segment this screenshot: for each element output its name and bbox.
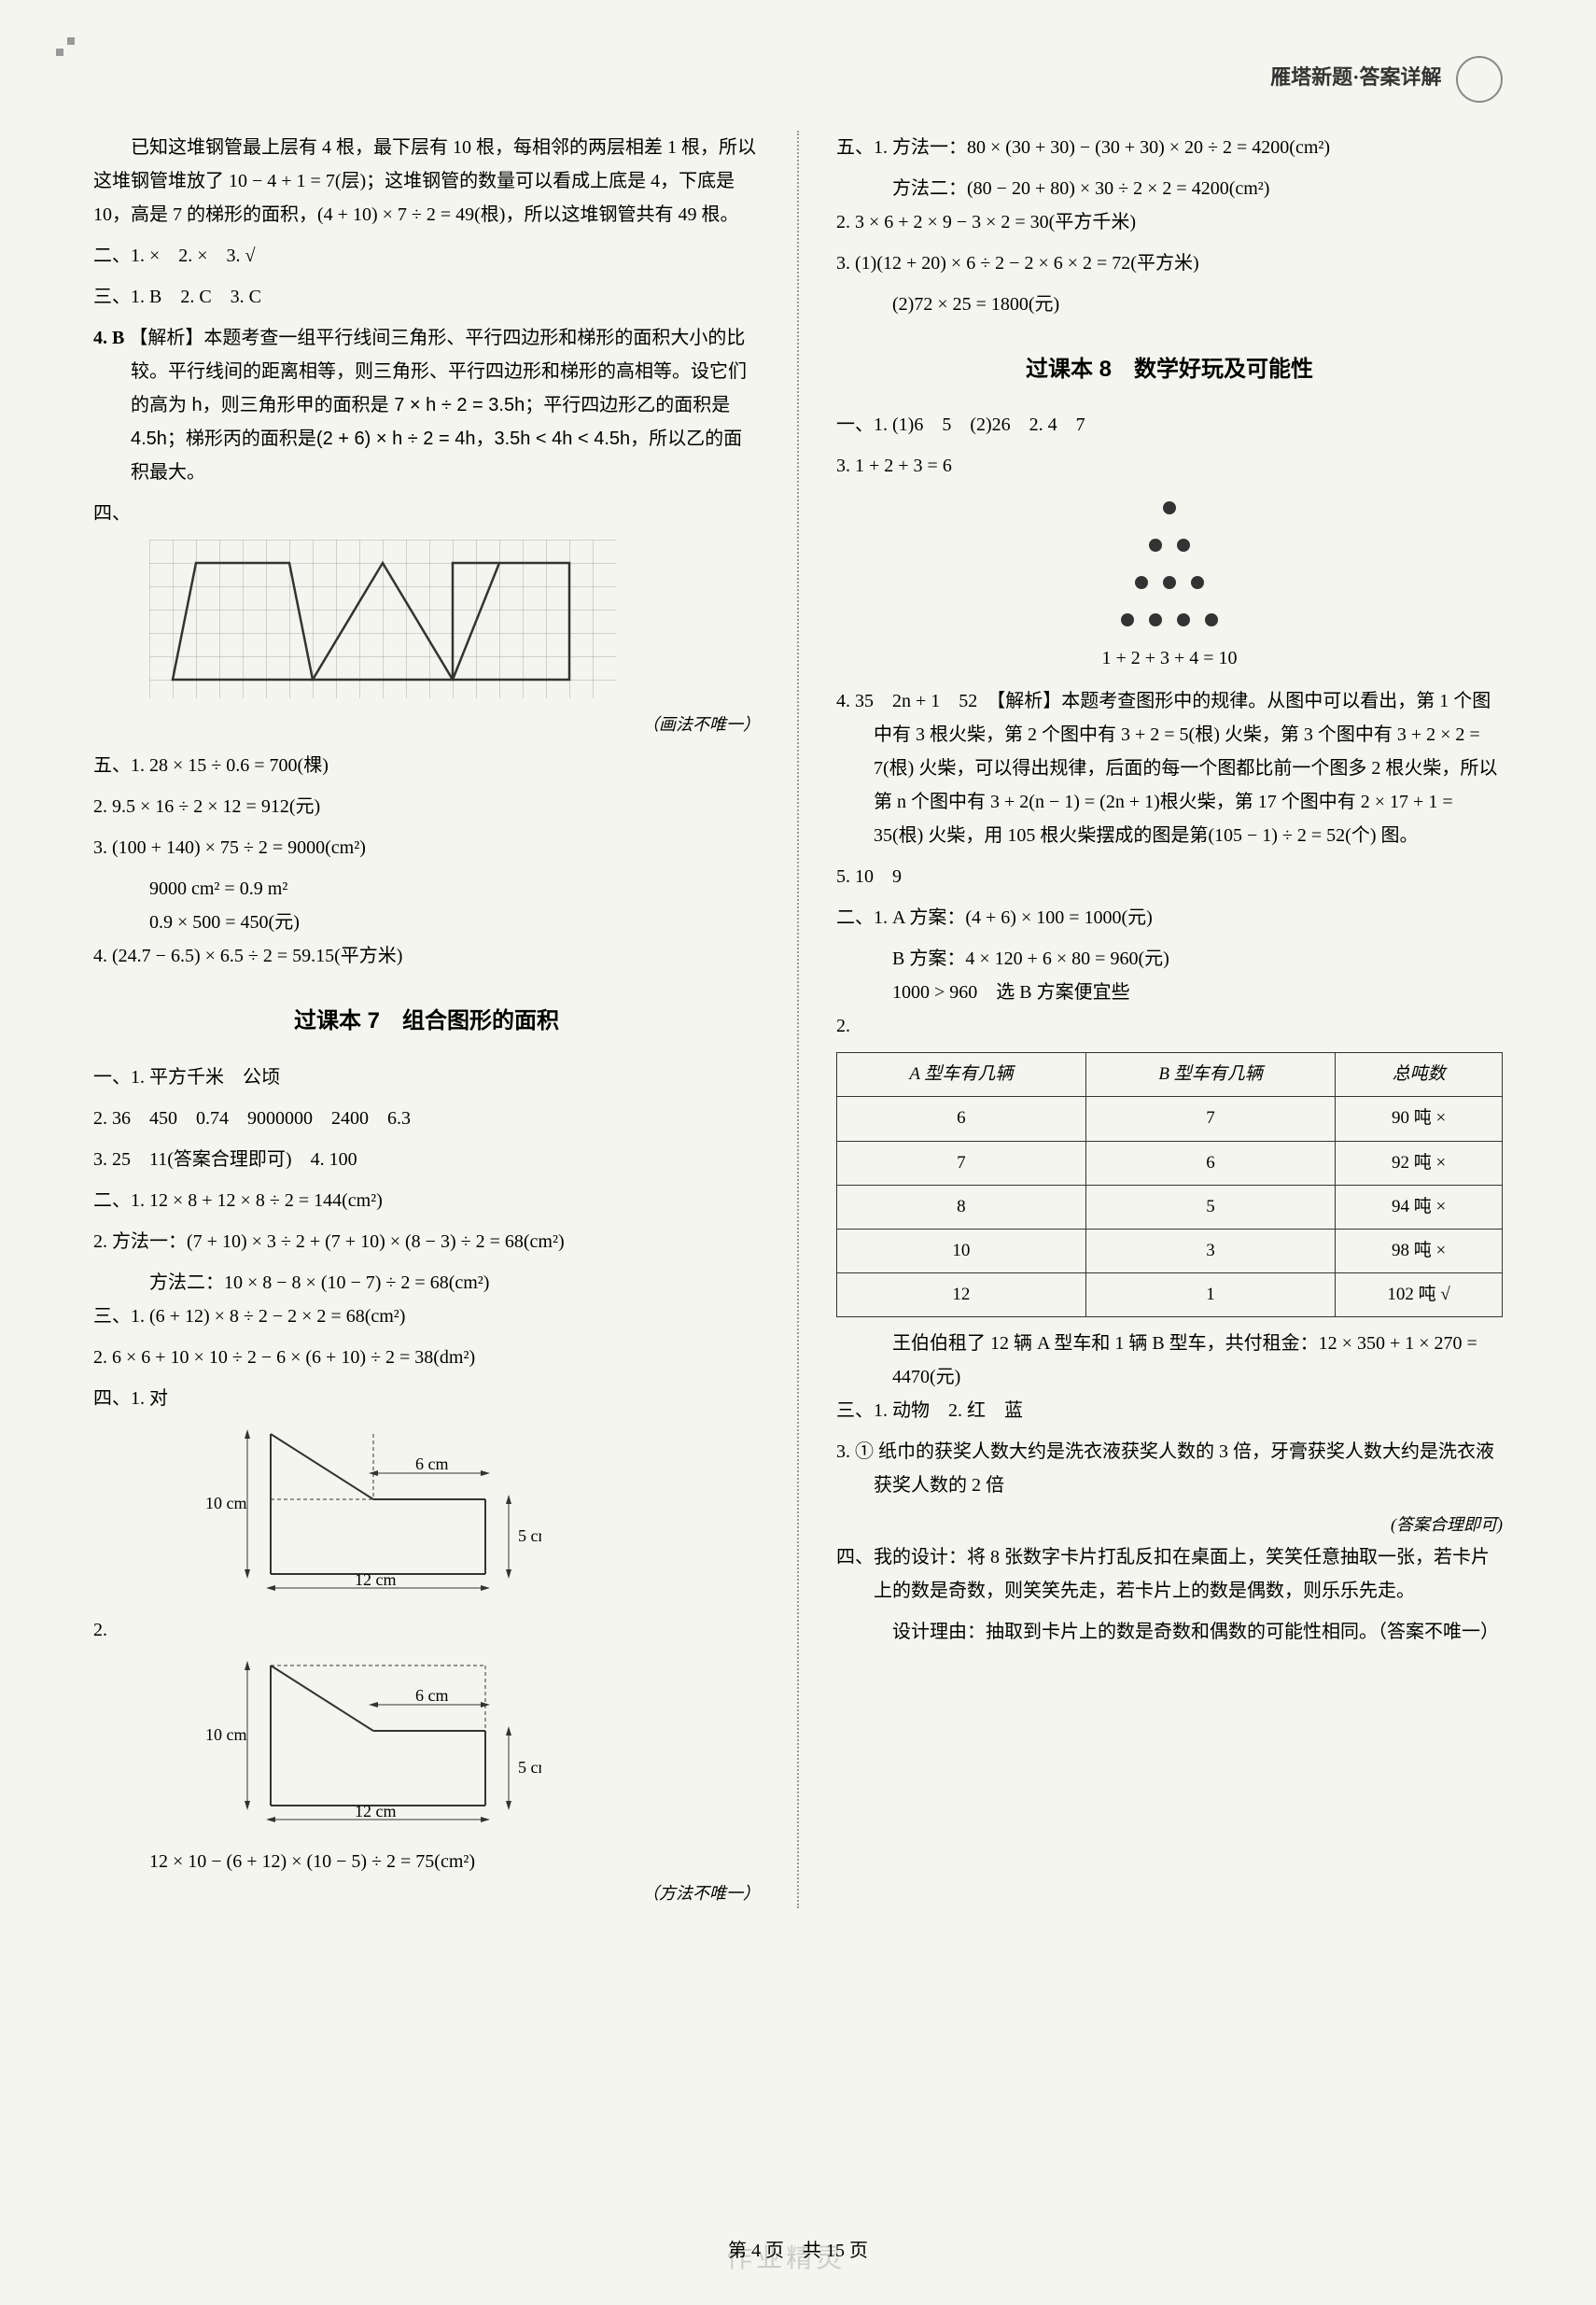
table-cell: 6	[837, 1097, 1086, 1141]
table-cell: 12	[837, 1273, 1086, 1317]
table-cell: 1	[1085, 1273, 1335, 1317]
table-cell: 5	[1085, 1185, 1335, 1229]
label-10cm-2: 10 cm	[205, 1725, 247, 1744]
sec5-3c: 0.9 × 500 = 450(元)	[93, 906, 760, 939]
sec5-4: 4. (24.7 − 6.5) × 6.5 ÷ 2 = 59.15(平方米)	[93, 939, 760, 973]
s7-1-3: 3. 25 11(答案合理即可) 4. 100	[93, 1143, 760, 1176]
dot-pyramid: 1 + 2 + 3 + 4 = 10	[836, 492, 1503, 675]
table-header-row: A 型车有几辆 B 型车有几辆 总吨数	[837, 1053, 1503, 1097]
section-3-item4: 4. B 【解析】本题考查一组平行线间三角形、平行四边形和梯形的面积大小的比较。…	[93, 321, 760, 489]
r-sec5-3a: 3. (1)(12 + 20) × 6 ÷ 2 − 2 × 6 × 2 = 72…	[836, 246, 1503, 280]
header-badge-icon	[1456, 56, 1503, 103]
s8-1-1: 一、1. (1)6 5 (2)26 2. 4 7	[836, 408, 1503, 442]
dot-row-2	[836, 529, 1503, 563]
intro-paragraph: 已知这堆钢管最上层有 4 根，最下层有 10 根，每相邻的两层相差 1 根，所以…	[93, 131, 760, 232]
label-12cm: 12 cm	[355, 1570, 397, 1589]
left-column: 已知这堆钢管最上层有 4 根，最下层有 10 根，每相邻的两层相差 1 根，所以…	[93, 131, 760, 1908]
column-divider	[797, 131, 799, 1908]
s7-1-1: 一、1. 平方千米 公顷	[93, 1061, 760, 1094]
table-header-total: 总吨数	[1336, 1053, 1503, 1097]
table-row: 8 5 94 吨 ×	[837, 1185, 1503, 1229]
s8-2-1a: 二、1. A 方案：(4 + 6) × 100 = 1000(元)	[836, 901, 1503, 935]
s8-2-2: 2.	[836, 1009, 1503, 1043]
s8-3-3-note: (答案合理即可)	[836, 1510, 1503, 1539]
r-sec5-1b: 方法二：(80 − 20 + 80) × 30 ÷ 2 × 2 = 4200(c…	[836, 172, 1503, 205]
s7-2-2b: 方法二：10 × 8 − 8 × (10 − 7) ÷ 2 = 68(cm²)	[93, 1266, 760, 1300]
s7-4-2: 2.	[93, 1613, 760, 1647]
table-row: 6 7 90 吨 ×	[837, 1097, 1503, 1141]
analysis-text: 【解析】本题考查一组平行线间三角形、平行四边形和梯形的面积大小的比较。平行线间的…	[129, 328, 747, 483]
s7-2-2a: 2. 方法一：(7 + 10) × 3 ÷ 2 + (7 + 10) × (8 …	[93, 1225, 760, 1258]
table-header-b: B 型车有几辆	[1085, 1053, 1335, 1097]
dot-row-4	[836, 604, 1503, 638]
label-10cm: 10 cm	[205, 1494, 247, 1512]
table-cell: 6	[1085, 1141, 1335, 1185]
section-4-label: 四、	[93, 497, 760, 530]
table-cell: 7	[837, 1141, 1086, 1185]
s8-3-1: 三、1. 动物 2. 红 蓝	[836, 1394, 1503, 1427]
table-cell: 94 吨 ×	[1336, 1185, 1503, 1229]
sec5-1: 五、1. 28 × 15 ÷ 0.6 = 700(棵)	[93, 749, 760, 782]
label-12cm-2: 12 cm	[355, 1802, 397, 1820]
table-cell: 3	[1085, 1229, 1335, 1272]
s8-4b: 设计理由：抽取到卡片上的数是奇数和偶数的可能性相同。（答案不唯一）	[836, 1615, 1503, 1649]
s7-2-1: 二、1. 12 × 8 + 12 × 8 ÷ 2 = 144(cm²)	[93, 1184, 760, 1217]
r-sec5-3b: (2)72 × 25 = 1800(元)	[836, 288, 1503, 321]
geometry-diagram-2: 6 cm 5 cm 10 cm 12 cm	[205, 1656, 760, 1835]
table-row: 12 1 102 吨 √	[837, 1273, 1503, 1317]
s8-1-3: 3. 1 + 2 + 3 = 6	[836, 449, 1503, 483]
section-8-title: 过课本 8 数学好玩及可能性	[836, 349, 1503, 389]
section-2: 二、1. × 2. × 3. √	[93, 239, 760, 273]
s7-4-eq: 12 × 10 − (6 + 12) × (10 − 5) ÷ 2 = 75(c…	[93, 1845, 760, 1878]
dot-equation: 1 + 2 + 3 + 4 = 10	[836, 641, 1503, 675]
label-6cm-2: 6 cm	[415, 1686, 449, 1705]
grid-shapes-diagram: （画法不唯一）	[149, 540, 760, 739]
s8-3-3: 3. ① 纸巾的获奖人数大约是洗衣液获奖人数的 3 倍，牙膏获奖人数大约是洗衣液…	[836, 1435, 1503, 1502]
vehicle-table: A 型车有几辆 B 型车有几辆 总吨数 6 7 90 吨 × 7 6 92 吨 …	[836, 1052, 1503, 1317]
table-row: 7 6 92 吨 ×	[837, 1141, 1503, 1185]
table-cell: 90 吨 ×	[1336, 1097, 1503, 1141]
s8-1-4: 4. 35 2n + 1 52 【解析】本题考查图形中的规律。从图中可以看出，第…	[836, 684, 1503, 852]
page-footer: 第 4 页 共 15 页	[0, 2234, 1596, 2268]
table-cell: 7	[1085, 1097, 1335, 1141]
table-cell: 102 吨 √	[1336, 1273, 1503, 1317]
section-3-line1: 三、1. B 2. C 3. C	[93, 280, 760, 314]
section-7-title: 过课本 7 组合图形的面积	[93, 1001, 760, 1041]
s7-1-2: 2. 36 450 0.74 9000000 2400 6.3	[93, 1102, 760, 1135]
s7-3-2: 2. 6 × 6 + 10 × 10 ÷ 2 − 6 × (6 + 10) ÷ …	[93, 1341, 760, 1374]
r-sec5-2: 2. 3 × 6 + 2 × 9 − 3 × 2 = 30(平方千米)	[836, 205, 1503, 239]
table-cell: 98 吨 ×	[1336, 1229, 1503, 1272]
right-column: 五、1. 方法一：80 × (30 + 30) − (30 + 30) × 20…	[836, 131, 1503, 1908]
label-6cm: 6 cm	[415, 1455, 449, 1473]
page-header: 雁塔新题·答案详解	[93, 56, 1503, 103]
label-5cm-2: 5 cm	[518, 1758, 541, 1777]
table-cell: 8	[837, 1185, 1086, 1229]
content-columns: 已知这堆钢管最上层有 4 根，最下层有 10 根，每相邻的两层相差 1 根，所以…	[93, 131, 1503, 1908]
table-cell: 10	[837, 1229, 1086, 1272]
s7-4-note: （方法不唯一）	[93, 1878, 760, 1908]
table-header-a: A 型车有几辆	[837, 1053, 1086, 1097]
geometry-diagram-1: 6 cm 5 cm 10 cm 12 cm	[205, 1425, 760, 1604]
s8-2-1c: 1000 > 960 选 B 方案便宜些	[836, 976, 1503, 1009]
sec5-2: 2. 9.5 × 16 ÷ 2 × 12 = 912(元)	[93, 790, 760, 823]
header-title: 雁塔新题·答案详解	[1270, 65, 1441, 89]
r-sec5-1a: 五、1. 方法一：80 × (30 + 30) − (30 + 30) × 20…	[836, 131, 1503, 164]
sec5-3a: 3. (100 + 140) × 75 ÷ 2 = 9000(cm²)	[93, 831, 760, 864]
diagram-note: （画法不唯一）	[149, 710, 760, 739]
sec5-3b: 9000 cm² = 0.9 m²	[93, 872, 760, 906]
answer-label: 4. B	[93, 328, 124, 348]
corner-decoration	[56, 37, 75, 56]
dot-row-3	[836, 567, 1503, 600]
label-5cm: 5 cm	[518, 1526, 541, 1545]
s8-4: 四、我的设计：将 8 张数字卡片打乱反扣在桌面上，笑笑任意抽取一张，若卡片上的数…	[836, 1540, 1503, 1608]
s7-4-1: 四、1. 对	[93, 1382, 760, 1415]
table-row: 10 3 98 吨 ×	[837, 1229, 1503, 1272]
table-cell: 92 吨 ×	[1336, 1141, 1503, 1185]
s8-1-5: 5. 10 9	[836, 860, 1503, 893]
s7-3-1: 三、1. (6 + 12) × 8 ÷ 2 − 2 × 2 = 68(cm²)	[93, 1300, 760, 1333]
s8-2-2-after: 王伯伯租了 12 辆 A 型车和 1 辆 B 型车，共付租金：12 × 350 …	[836, 1327, 1503, 1394]
table-body: 6 7 90 吨 × 7 6 92 吨 × 8 5 94 吨 × 10 3	[837, 1097, 1503, 1317]
s8-2-1b: B 方案：4 × 120 + 6 × 80 = 960(元)	[836, 942, 1503, 976]
dot-row-1	[836, 492, 1503, 526]
